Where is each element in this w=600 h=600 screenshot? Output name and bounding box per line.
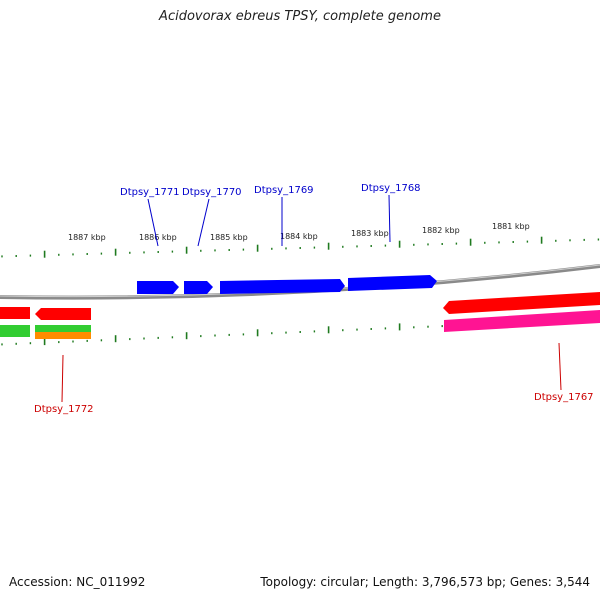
leader-dtpsy-1770: [197, 198, 210, 247]
ruler-label: 1885 kbp: [210, 233, 248, 242]
ruler-label: 1883 kbp: [351, 229, 389, 238]
track-orange: [35, 332, 91, 339]
ruler-label: 1887 kbp: [68, 233, 106, 242]
ruler-label: 1881 kbp: [492, 222, 530, 231]
ruler-label: 1882 kbp: [422, 226, 460, 235]
ruler-label: 1884 kbp: [280, 232, 318, 241]
gene-label: Dtpsy_1771: [120, 187, 180, 198]
gene-label: Dtpsy_1769: [254, 185, 314, 196]
track-green-left: [0, 325, 30, 337]
gene-dtpsy-1767[interactable]: [443, 292, 600, 314]
gene-dtpsy-1768[interactable]: [348, 275, 437, 291]
leader-dtpsy-1772: [61, 354, 64, 403]
gene-label: Dtpsy_1770: [182, 187, 242, 198]
topology-text: Topology: circular; Length: 3,796,573 bp…: [260, 575, 590, 589]
gene-label: Dtpsy_1768: [361, 183, 421, 194]
accession-text: Accession: NC_011992: [9, 575, 146, 589]
gene-label: Dtpsy_1772: [34, 404, 94, 415]
ruler-ticks-top: [1, 236, 600, 258]
gene-left-red-a: [0, 307, 30, 319]
gene-label: Dtpsy_1767: [534, 392, 594, 403]
leader-dtpsy-1767: [558, 342, 562, 391]
gene-dtpsy-1769[interactable]: [220, 279, 345, 294]
ruler-label: 1886 kbp: [139, 233, 177, 242]
leader-dtpsy-1771: [147, 198, 159, 247]
leader-dtpsy-1768: [388, 194, 391, 243]
gene-dtpsy-1772[interactable]: [35, 308, 91, 320]
track-green: [35, 325, 91, 332]
gene-dtpsy-1771[interactable]: [137, 281, 179, 294]
map-title: Acidovorax ebreus TPSY, complete genome: [159, 9, 441, 24]
track-pink: [444, 310, 600, 332]
gene-dtpsy-1770[interactable]: [184, 281, 213, 294]
